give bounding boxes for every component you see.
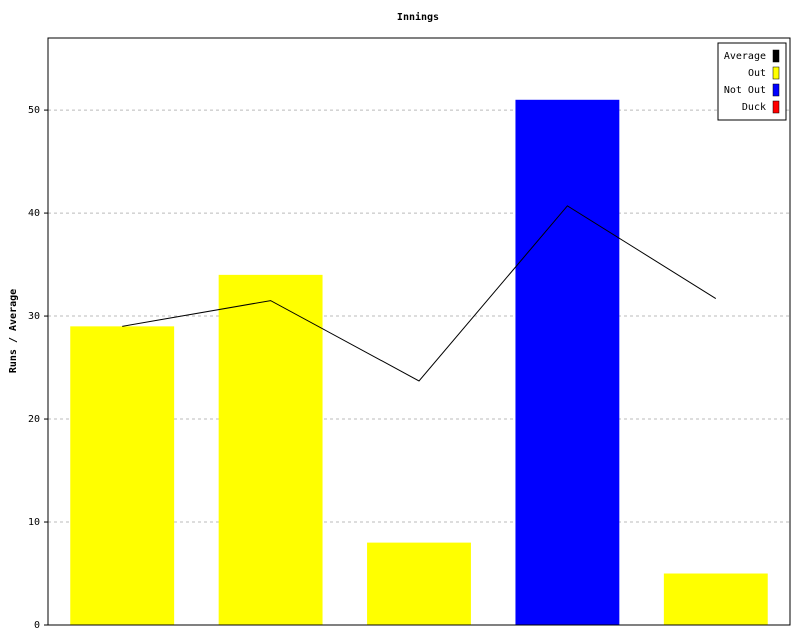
legend-swatch [772, 49, 780, 63]
bar [218, 274, 323, 625]
legend-swatch [772, 66, 780, 80]
average-line [122, 205, 717, 382]
bar [663, 573, 768, 625]
bar [70, 326, 175, 625]
bar [515, 99, 620, 625]
y-tick-label: 0 [34, 620, 40, 631]
legend-label: Duck [742, 102, 766, 113]
legend-label: Out [748, 68, 766, 79]
y-tick-label: 30 [28, 311, 40, 322]
y-tick-label: 20 [28, 414, 40, 425]
legend-label: Average [724, 51, 766, 62]
y-tick-label: 40 [28, 208, 40, 219]
legend-swatch [772, 83, 780, 97]
plot-frame [47, 37, 791, 626]
y-tick-label: 50 [28, 105, 40, 116]
y-tick-label: 10 [28, 517, 40, 528]
chart-title: Innings [397, 11, 439, 23]
legend-swatch [772, 100, 780, 114]
bar [367, 542, 471, 625]
legend-label: Not Out [724, 85, 766, 96]
y-axis-label: Runs / Average [8, 289, 19, 373]
